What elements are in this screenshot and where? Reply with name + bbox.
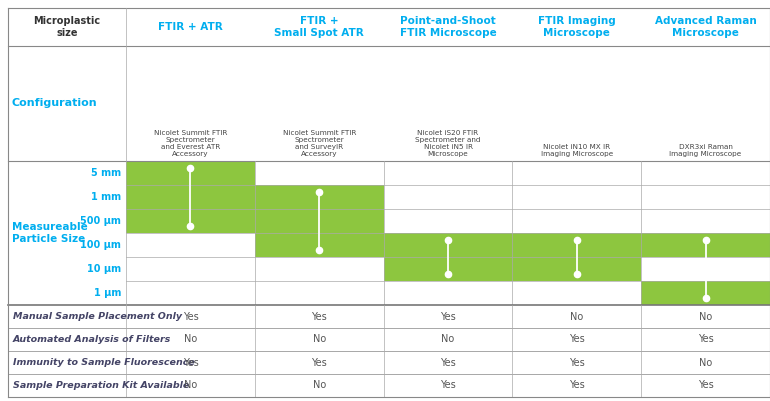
Text: Yes: Yes xyxy=(569,358,584,367)
Bar xyxy=(255,209,383,233)
Text: Automated Analysis of Filters: Automated Analysis of Filters xyxy=(13,335,171,344)
Bar xyxy=(641,233,770,257)
Text: Yes: Yes xyxy=(440,358,456,367)
Text: Yes: Yes xyxy=(182,312,199,322)
Text: No: No xyxy=(699,358,712,367)
Text: FTIR Imaging
Microscope: FTIR Imaging Microscope xyxy=(538,16,616,38)
Text: No: No xyxy=(184,381,197,391)
Bar xyxy=(126,209,255,233)
Text: No: No xyxy=(699,312,712,322)
Text: 1 mm: 1 mm xyxy=(91,192,121,202)
Text: Yes: Yes xyxy=(182,358,199,367)
Text: Yes: Yes xyxy=(698,334,714,344)
Text: FTIR +
Small Spot ATR: FTIR + Small Spot ATR xyxy=(274,16,364,38)
Text: Nicolet iS20 FTIR
Spectrometer and
Nicolet iN5 IR
Microscope: Nicolet iS20 FTIR Spectrometer and Nicol… xyxy=(415,130,480,157)
Text: Manual Sample Placement Only: Manual Sample Placement Only xyxy=(13,312,182,321)
Text: Microplastic
size: Microplastic size xyxy=(33,16,101,38)
Bar xyxy=(383,233,512,257)
Text: No: No xyxy=(313,381,326,391)
Text: Nicolet Summit FTIR
Spectrometer
and SurveyIR
Accessory: Nicolet Summit FTIR Spectrometer and Sur… xyxy=(283,130,356,157)
Text: 5 mm: 5 mm xyxy=(91,168,121,178)
Text: Yes: Yes xyxy=(569,381,584,391)
Text: 1 μm: 1 μm xyxy=(94,288,121,298)
Text: Nicolet Summit FTIR
Spectrometer
and Everest ATR
Accessory: Nicolet Summit FTIR Spectrometer and Eve… xyxy=(154,130,227,157)
Text: Configuration: Configuration xyxy=(12,99,98,109)
Text: Advanced Raman
Microscope: Advanced Raman Microscope xyxy=(654,16,756,38)
Text: FTIR + ATR: FTIR + ATR xyxy=(158,22,223,32)
Text: No: No xyxy=(570,312,584,322)
Text: Yes: Yes xyxy=(698,381,714,391)
Text: Yes: Yes xyxy=(440,381,456,391)
Text: Immunity to Sample Fluorescence: Immunity to Sample Fluorescence xyxy=(13,358,195,367)
Bar xyxy=(126,161,255,185)
Text: No: No xyxy=(184,334,197,344)
Bar xyxy=(255,233,383,257)
Text: Yes: Yes xyxy=(311,312,327,322)
Text: Yes: Yes xyxy=(440,312,456,322)
Text: DXR3xi Raman
Imaging Microscope: DXR3xi Raman Imaging Microscope xyxy=(669,144,742,157)
Text: Yes: Yes xyxy=(311,358,327,367)
Bar xyxy=(255,185,383,209)
Text: Sample Preparation Kit Available: Sample Preparation Kit Available xyxy=(13,381,189,390)
Text: Measureable
Particle Size: Measureable Particle Size xyxy=(12,222,88,244)
Text: No: No xyxy=(441,334,454,344)
Bar xyxy=(512,233,641,257)
Text: No: No xyxy=(313,334,326,344)
Text: Yes: Yes xyxy=(569,334,584,344)
Bar xyxy=(641,281,770,305)
Bar xyxy=(126,185,255,209)
Text: Nicolet iN10 MX IR
Imaging Microscope: Nicolet iN10 MX IR Imaging Microscope xyxy=(541,144,613,157)
Bar xyxy=(512,257,641,281)
Text: Point-and-Shoot
FTIR Microscope: Point-and-Shoot FTIR Microscope xyxy=(400,16,497,38)
Text: 100 μm: 100 μm xyxy=(80,240,121,250)
Text: 500 μm: 500 μm xyxy=(80,216,121,226)
Bar xyxy=(383,257,512,281)
Text: 10 μm: 10 μm xyxy=(87,264,121,274)
